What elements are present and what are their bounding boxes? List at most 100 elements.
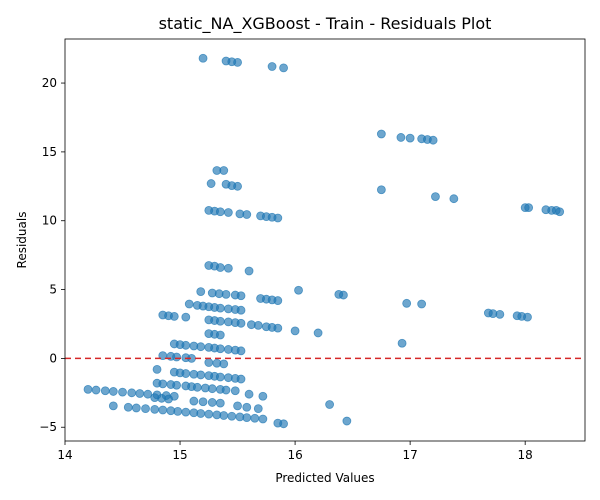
data-point xyxy=(233,181,242,191)
data-point xyxy=(273,323,283,333)
data-point xyxy=(219,411,229,420)
data-point xyxy=(100,386,110,396)
data-point xyxy=(215,263,225,272)
y-tick-label: −5 xyxy=(39,420,57,434)
x-tick-label: 14 xyxy=(57,448,72,462)
y-tick-label: 15 xyxy=(42,145,57,159)
data-point xyxy=(273,213,283,223)
data-point xyxy=(244,266,254,276)
data-point xyxy=(449,194,459,204)
data-point xyxy=(223,263,233,273)
data-point xyxy=(236,291,246,301)
plot-frame xyxy=(64,38,586,442)
x-tick-label: 16 xyxy=(287,448,302,462)
data-point xyxy=(236,305,246,315)
data-point xyxy=(172,380,181,390)
data-point xyxy=(181,340,191,350)
x-axis-ticks: 14 15 16 17 18 xyxy=(57,441,533,462)
data-point xyxy=(158,405,168,415)
data-point xyxy=(83,384,93,394)
data-point xyxy=(173,406,183,416)
data-point xyxy=(198,53,208,63)
data-point xyxy=(164,394,173,404)
data-point xyxy=(376,185,386,195)
data-point xyxy=(397,338,407,348)
y-tick-label: 5 xyxy=(49,283,57,297)
data-point xyxy=(325,400,335,409)
data-point xyxy=(207,398,217,407)
data-point xyxy=(141,404,150,414)
data-point xyxy=(417,299,427,309)
data-point xyxy=(242,413,252,423)
y-tick-label: 20 xyxy=(42,76,57,90)
data-point xyxy=(215,316,225,326)
x-tick-label: 15 xyxy=(172,448,187,462)
data-point xyxy=(196,287,206,297)
data-point xyxy=(242,402,252,412)
data-point xyxy=(273,296,283,305)
data-point xyxy=(230,386,240,396)
data-point xyxy=(215,344,225,354)
y-tick-label: 0 xyxy=(49,351,57,365)
data-point xyxy=(207,384,217,394)
data-point xyxy=(91,385,101,395)
data-point xyxy=(181,407,191,417)
data-point xyxy=(181,312,191,322)
data-point xyxy=(131,403,141,413)
data-point xyxy=(215,330,225,340)
data-point xyxy=(233,58,242,67)
data-point xyxy=(294,285,303,295)
scatter-points xyxy=(83,53,565,429)
data-point xyxy=(236,318,246,328)
data-point xyxy=(376,129,386,139)
data-point xyxy=(184,299,194,309)
data-point xyxy=(223,208,233,217)
data-point xyxy=(253,404,263,414)
data-point xyxy=(219,359,229,369)
data-point xyxy=(495,309,505,319)
data-point xyxy=(290,326,300,336)
data-point xyxy=(198,397,208,407)
data-point xyxy=(127,388,137,398)
data-point xyxy=(196,409,206,418)
x-tick-label: 18 xyxy=(518,448,533,462)
data-point xyxy=(523,312,532,322)
data-point xyxy=(192,382,202,392)
data-point xyxy=(118,387,127,397)
data-point xyxy=(233,401,242,411)
data-point xyxy=(181,369,191,378)
data-point xyxy=(143,389,153,399)
data-point xyxy=(206,179,216,188)
data-point xyxy=(169,312,179,321)
y-axis-label: Residuals xyxy=(15,212,29,269)
data-point xyxy=(123,402,133,412)
data-point xyxy=(244,389,254,399)
data-point xyxy=(342,416,352,426)
data-point xyxy=(431,192,440,202)
x-axis-label: Predicted Values xyxy=(275,471,374,485)
data-point xyxy=(313,328,323,338)
data-point xyxy=(405,133,415,143)
data-point xyxy=(236,346,246,356)
data-point xyxy=(204,409,214,419)
data-point xyxy=(221,385,231,395)
data-point xyxy=(396,133,406,142)
data-point xyxy=(219,166,229,175)
data-point xyxy=(196,370,206,380)
data-point xyxy=(339,290,348,300)
data-point xyxy=(267,62,277,71)
data-point xyxy=(279,419,288,429)
data-point xyxy=(215,372,225,382)
data-point xyxy=(428,135,438,145)
data-point xyxy=(215,207,225,217)
data-point xyxy=(236,374,246,384)
data-point xyxy=(279,63,288,73)
data-point xyxy=(108,387,118,396)
data-point xyxy=(253,320,263,330)
data-point xyxy=(250,413,260,423)
data-point xyxy=(135,389,145,398)
data-point xyxy=(152,365,162,374)
data-point xyxy=(215,398,225,408)
data-point xyxy=(108,401,118,411)
